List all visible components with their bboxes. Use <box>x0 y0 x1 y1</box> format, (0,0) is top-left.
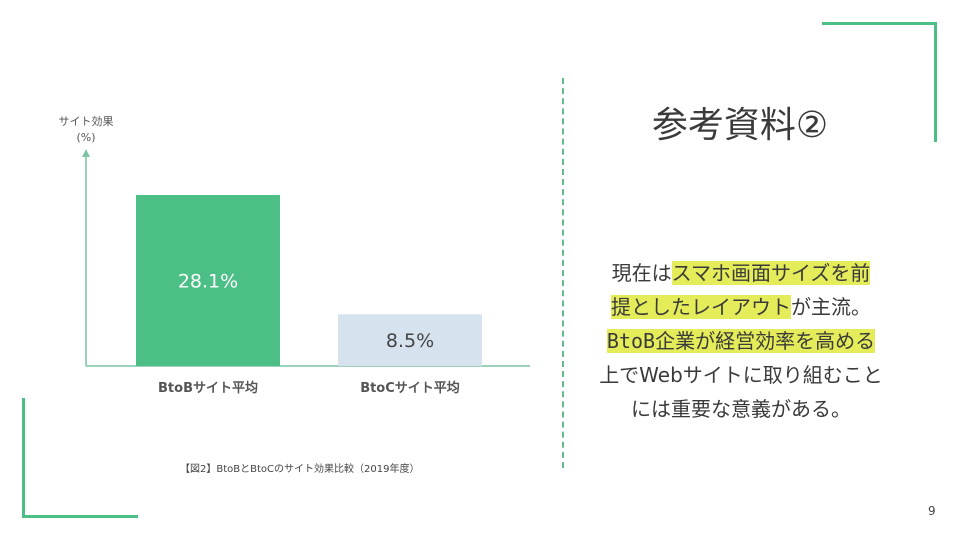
body-line-2-plain: が主流。 <box>791 295 871 319</box>
frame-corner-top-right-vertical <box>934 22 937 142</box>
bar-value-label-0: 28.1% <box>178 270 238 292</box>
chart-caption: 【図2】BtoBとBtoCのサイト効果比較（2019年度） <box>180 464 420 475</box>
body-line-5: には重要な意義がある。 <box>585 392 897 426</box>
body-line-1-highlight: スマホ画面サイズを前 <box>671 261 871 285</box>
body-line-3-highlight: BtoB企業が経営効率を高める <box>606 329 876 353</box>
body-line-5-text: には重要な意義がある。 <box>631 397 851 421</box>
body-line-4-text: 上でWebサイトに取り組むこと <box>599 363 883 387</box>
y-axis-unit: (%) <box>76 131 95 144</box>
frame-corner-top-right-horizontal <box>822 22 937 25</box>
page-number: 9 <box>928 504 936 518</box>
body-line-2: 提としたレイアウトが主流。 <box>585 290 897 324</box>
bar-value-label-1: 8.5% <box>386 330 434 352</box>
bar-1 <box>338 314 482 366</box>
bar-0 <box>136 194 280 366</box>
body-text: 現在はスマホ画面サイズを前 提としたレイアウトが主流。 BtoB企業が経営効率を… <box>585 256 897 426</box>
frame-corner-bottom-left-vertical <box>22 398 25 518</box>
slide-title: 参考資料② <box>651 105 829 146</box>
y-axis-label: サイト効果 <box>59 114 114 128</box>
bar-chart: サイト効果 (%) 28.1% BtoBサイト平均 8.5% BtoCサイト平均 <box>59 114 530 396</box>
category-label-0: BtoBサイト平均 <box>158 380 258 396</box>
category-label-1: BtoCサイト平均 <box>360 380 460 396</box>
y-axis-arrow <box>82 149 90 157</box>
body-line-4: 上でWebサイトに取り組むこと <box>585 358 897 392</box>
dashed-divider <box>562 78 564 468</box>
body-line-1: 現在はスマホ画面サイズを前 <box>585 256 897 290</box>
body-line-1-plain: 現在は <box>611 261 672 285</box>
body-line-3: BtoB企業が経営効率を高める <box>585 324 897 358</box>
frame-corner-bottom-left-horizontal <box>22 515 138 518</box>
body-line-2-highlight: 提としたレイアウト <box>611 295 791 319</box>
